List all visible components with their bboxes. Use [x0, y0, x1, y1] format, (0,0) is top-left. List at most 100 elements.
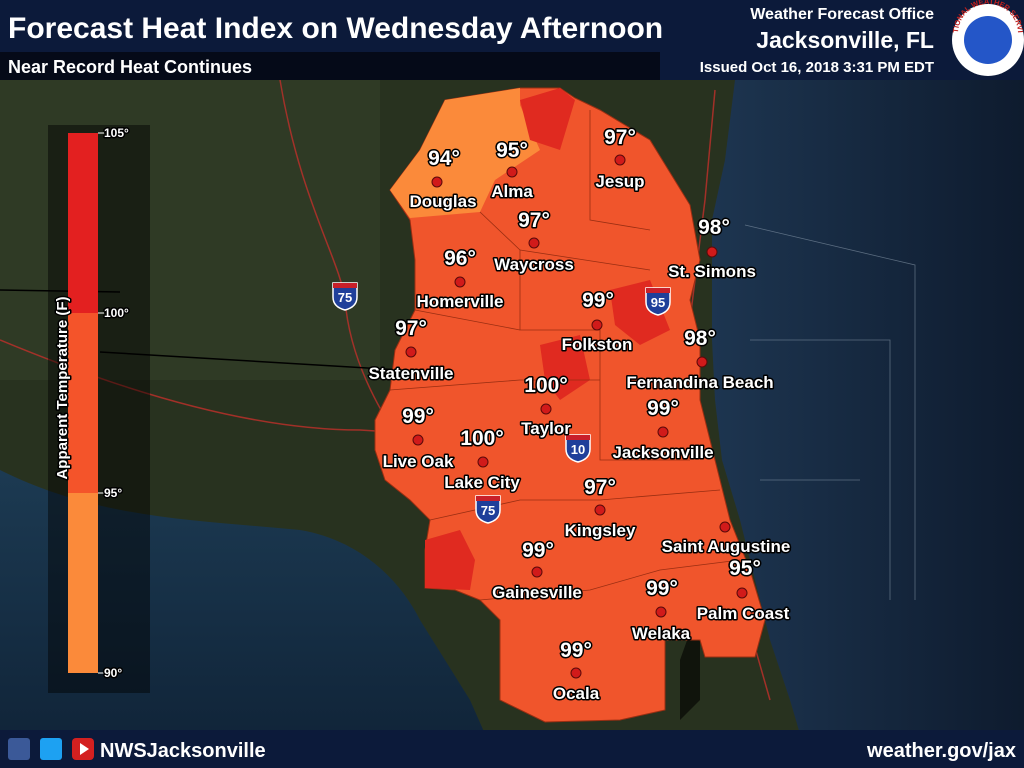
city-name: Lake City	[444, 473, 520, 492]
youtube-play	[80, 743, 89, 755]
twitter-icon[interactable]	[40, 738, 62, 760]
city-temp: 97°	[584, 476, 616, 499]
city-temp: 97°	[604, 126, 636, 149]
city-temp: 100°	[460, 427, 503, 450]
interstate-number: 75	[481, 503, 495, 518]
title: Forecast Heat Index on Wednesday Afterno…	[8, 12, 663, 45]
city-temp: 99°	[560, 639, 592, 662]
footer-handle[interactable]: NWSJacksonville	[100, 740, 266, 762]
city-name: Jacksonville	[612, 443, 713, 462]
legend-tick-label: 100°	[104, 306, 129, 320]
interstate-shield-top	[476, 496, 500, 501]
interstate-number: 95	[651, 295, 665, 310]
city-dot	[540, 403, 552, 415]
city-dot	[696, 356, 708, 368]
interstate-number: 10	[571, 442, 585, 457]
city-name: Fernandina Beach	[626, 373, 773, 392]
city-temp: 99°	[402, 405, 434, 428]
city-dot	[655, 606, 667, 618]
city-temp: 95°	[496, 139, 528, 162]
city-dot	[405, 346, 417, 358]
legend-tick-label: 95°	[104, 486, 122, 500]
city-name: Welaka	[632, 624, 691, 643]
subtitle: Near Record Heat Continues	[8, 57, 252, 77]
location: Jacksonville, FL	[756, 27, 934, 53]
heat-region-high	[425, 88, 670, 590]
city-temp: 99°	[582, 289, 614, 312]
legend-swatch	[68, 133, 98, 313]
city-temp: 100°	[524, 374, 567, 397]
city-name: Statenville	[368, 364, 453, 383]
footer-url[interactable]: weather.gov/jax	[866, 740, 1016, 762]
city-temp: 97°	[395, 317, 427, 340]
interstate-shield-top	[566, 435, 590, 440]
city-name: Waycross	[494, 255, 574, 274]
city-temp: 98°	[684, 327, 716, 350]
city-name: Saint Augustine	[662, 537, 791, 556]
interstate-number: 75	[338, 290, 352, 305]
city-dot	[706, 246, 718, 258]
city-temp: 97°	[518, 209, 550, 232]
legend-tick-label: 105°	[104, 126, 129, 140]
interstate-shield	[332, 282, 358, 311]
city-temp: 98°	[698, 216, 730, 239]
city-dot	[736, 587, 748, 599]
city-dot	[657, 426, 669, 438]
city-name: Ocala	[553, 684, 600, 703]
state-line	[0, 289, 121, 293]
issued: Issued Oct 16, 2018 3:31 PM EDT	[700, 59, 934, 76]
city-dot	[614, 154, 626, 166]
city-name: Jesup	[595, 172, 644, 191]
city-dot	[528, 237, 540, 249]
city-name: Taylor	[521, 419, 571, 438]
city-name: Palm Coast	[697, 604, 790, 623]
interstate-shield	[475, 495, 501, 524]
city-name: Homerville	[417, 292, 504, 311]
logo-core	[964, 16, 1012, 64]
city-dot	[531, 566, 543, 578]
subtitle-bar	[0, 52, 660, 80]
city-dot	[477, 456, 489, 468]
city-temp: 96°	[444, 247, 476, 270]
city-dot	[506, 166, 518, 178]
legend-swatch	[68, 313, 98, 493]
legend-swatch	[68, 493, 98, 673]
city-dot	[570, 667, 582, 679]
city-temp: 99°	[647, 397, 679, 420]
city-name: Live Oak	[383, 452, 454, 471]
heat-region-low	[390, 88, 540, 218]
marine-zones	[744, 224, 916, 600]
city-name: St. Simons	[668, 262, 756, 281]
city-dot	[454, 276, 466, 288]
city-temp: 99°	[522, 539, 554, 562]
interstate-shield-top	[333, 283, 357, 288]
city-dot	[719, 521, 731, 533]
city-name: Folkston	[562, 335, 633, 354]
interstate-shield	[645, 287, 671, 316]
interstate-shield-top	[646, 288, 670, 293]
city-temp: 95°	[729, 557, 761, 580]
legend-box	[48, 125, 150, 693]
land-shade	[0, 80, 380, 380]
city-dot	[591, 319, 603, 331]
city-name: Kingsley	[565, 521, 636, 540]
legend-tick-label: 90°	[104, 666, 122, 680]
city-dot	[594, 504, 606, 516]
county-lines	[389, 110, 741, 601]
city-dot	[431, 176, 443, 188]
ocean	[712, 80, 1024, 768]
facebook-icon[interactable]	[8, 738, 30, 760]
office: Weather Forecast Office	[750, 6, 934, 23]
legend-label: Apparent Temperature (F)	[54, 296, 71, 479]
city-temp: 99°	[646, 577, 678, 600]
city-temp: 94°	[428, 147, 460, 170]
city-name: Alma	[491, 182, 533, 201]
city-dot	[412, 434, 424, 446]
city-name: Gainesville	[492, 583, 582, 602]
footer-bar	[0, 730, 1024, 768]
city-name: Douglas	[409, 192, 476, 211]
interstate-shield	[565, 434, 591, 463]
gulf	[0, 470, 500, 768]
